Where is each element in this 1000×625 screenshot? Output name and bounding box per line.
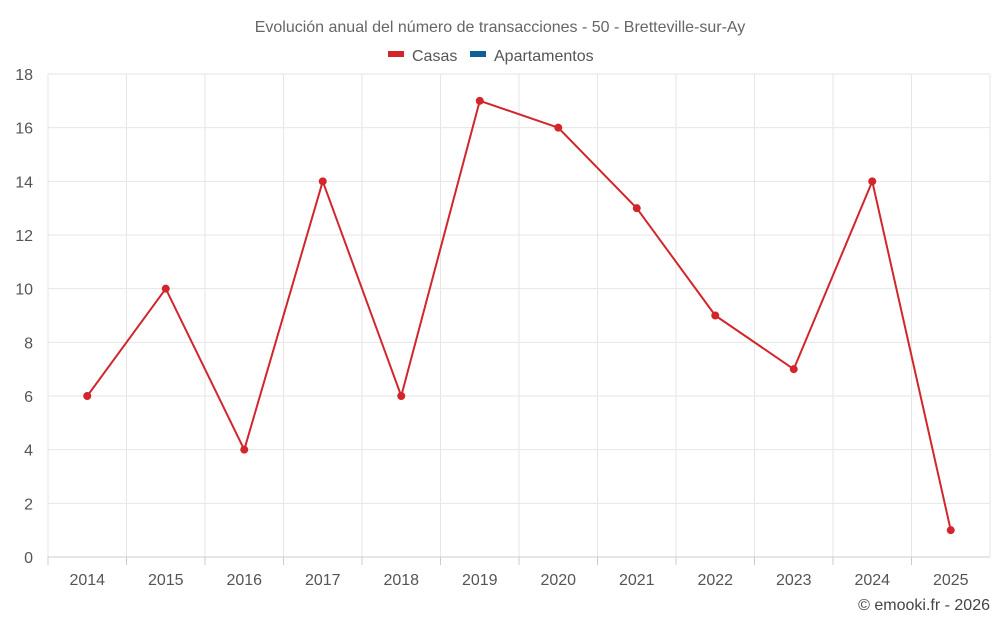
x-tick-label: 2019 <box>462 572 498 589</box>
x-tick-label: 2014 <box>69 572 105 589</box>
x-tick-label: 2023 <box>776 572 812 589</box>
y-tick-label: 14 <box>15 174 33 191</box>
data-point[interactable] <box>240 445 249 454</box>
x-tick-label: 2022 <box>697 572 733 589</box>
data-point[interactable] <box>161 284 170 293</box>
axes: 0 2 4 6 8 10 12 14 16 18 2014 2015 2016 2017 2018 2019 2… <box>15 67 990 589</box>
data-point[interactable] <box>868 177 877 186</box>
data-point[interactable] <box>83 392 92 400</box>
y-tick-label: 12 <box>15 228 33 245</box>
legend[interactable]: Casas Apartamentos <box>388 48 594 65</box>
legend-item-casas[interactable]: Casas <box>388 48 457 65</box>
series-line-casas <box>86 99 952 531</box>
data-point[interactable] <box>632 204 641 213</box>
series-layer <box>83 96 955 535</box>
legend-swatch <box>388 51 404 57</box>
legend-swatch <box>470 51 486 57</box>
data-point[interactable] <box>789 365 798 374</box>
x-tick-label: 2021 <box>619 572 655 589</box>
credit-text: © emooki.fr - 2026 <box>858 597 990 614</box>
y-tick-label: 18 <box>15 67 33 84</box>
legend-label: Casas <box>412 48 457 65</box>
y-tick-label: 0 <box>24 550 33 567</box>
legend-item-apartamentos[interactable]: Apartamentos <box>470 48 594 65</box>
data-point[interactable] <box>318 177 327 186</box>
x-tick-label: 2017 <box>305 572 341 589</box>
data-point[interactable] <box>475 96 484 105</box>
y-tick-label: 6 <box>24 389 33 406</box>
data-point[interactable] <box>946 526 955 535</box>
y-tick-label: 16 <box>15 121 33 138</box>
x-tick-label: 2020 <box>540 572 576 589</box>
x-tick-label: 2016 <box>226 572 262 589</box>
y-tick-label: 4 <box>24 443 33 460</box>
x-tick-label: 2018 <box>383 572 419 589</box>
data-point[interactable] <box>397 392 406 400</box>
y-tick-label: 10 <box>15 282 33 299</box>
x-tick-label: 2015 <box>148 572 184 589</box>
grid <box>47 73 991 557</box>
y-tick-label: 2 <box>24 496 33 513</box>
x-tick-label: 2025 <box>933 572 969 589</box>
y-tick-label: 8 <box>24 335 33 352</box>
chart-title: Evolución anual del número de transaccio… <box>255 19 746 36</box>
legend-label: Apartamentos <box>494 48 594 65</box>
x-tick-label: 2024 <box>854 572 890 589</box>
data-point[interactable] <box>711 311 720 320</box>
data-point[interactable] <box>554 123 563 132</box>
